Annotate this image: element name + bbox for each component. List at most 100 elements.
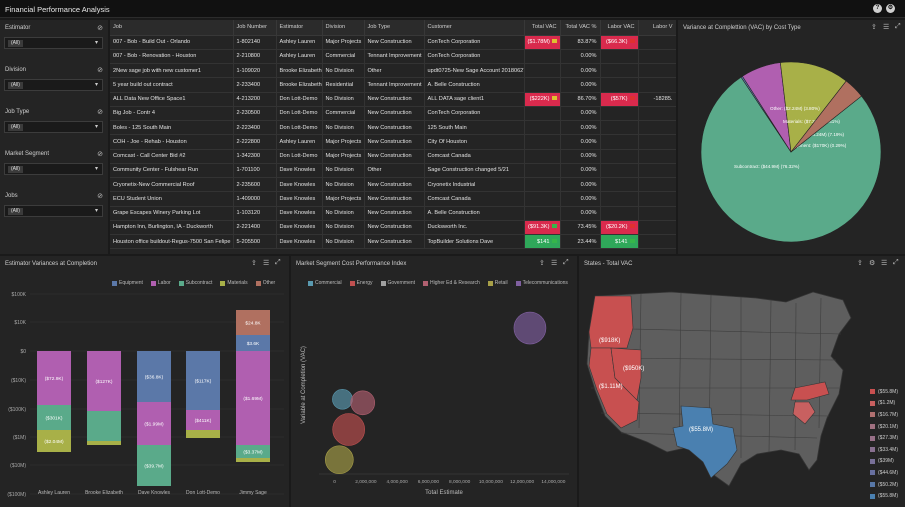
table-row[interactable]: Hampton Inn, Burlington, IA - Duckworth 2… — [110, 220, 676, 236]
filter-select[interactable]: (All) ▾ — [4, 79, 103, 91]
map-legend-item[interactable]: ($44.6M) — [870, 467, 902, 479]
column-header[interactable]: Job Type — [364, 20, 425, 36]
table-row[interactable]: ALL Data New Office Space1 4-213200 Don Lo… — [110, 92, 676, 107]
clear-filter-icon[interactable]: ⊘ — [97, 25, 103, 32]
chevron-down-icon[interactable]: ▾ — [94, 166, 98, 172]
bar-segment[interactable] — [87, 441, 121, 445]
filter-chip[interactable]: (All) — [8, 166, 23, 173]
column-header[interactable]: Division — [322, 20, 365, 36]
chevron-down-icon[interactable]: ▾ — [94, 40, 98, 46]
filter-chip[interactable]: (All) — [8, 82, 23, 89]
table-row[interactable]: 007 - Bob - Build Out - Orlando 1-802140 A… — [110, 35, 676, 50]
table-row[interactable]: 2New sage job with new customer1 1-109020… — [110, 63, 676, 79]
clear-filter-icon[interactable]: ⊘ — [97, 193, 103, 200]
table-row[interactable]: Cryonetix-New Commercial Roof 2-235600 Dav… — [110, 177, 676, 193]
bar-segment[interactable] — [186, 410, 220, 430]
map-legend-item[interactable]: ($39M) — [870, 456, 902, 468]
bar-segment[interactable] — [236, 310, 270, 335]
bar-segment[interactable] — [137, 445, 171, 486]
bar-segment[interactable] — [137, 402, 171, 445]
pie-slice[interactable] — [790, 80, 862, 153]
bar-segment[interactable] — [186, 430, 220, 438]
legend-item[interactable]: Commercial — [308, 280, 342, 286]
clear-filter-icon[interactable]: ⊘ — [97, 151, 103, 158]
scatter-point[interactable] — [332, 413, 365, 446]
bar-segment[interactable] — [186, 351, 220, 410]
export-icon[interactable]: ⇪ — [539, 260, 545, 267]
table-row[interactable]: COH - Joe - Rehab - Houston 2-222800 Ashle… — [110, 134, 676, 150]
settings-icon[interactable]: ⚙ — [886, 4, 895, 13]
gear-icon[interactable]: ⚙ — [869, 260, 876, 267]
legend-item[interactable]: Equipment — [112, 280, 143, 286]
map-legend-item[interactable]: ($55.8M) — [870, 490, 902, 502]
bar-segment[interactable] — [37, 351, 71, 405]
bar-segment[interactable] — [137, 351, 171, 402]
column-header[interactable]: Estimator — [276, 20, 323, 36]
expand-icon[interactable]: ⤢ — [563, 259, 569, 266]
map-legend-item[interactable]: ($27.3M) — [870, 432, 902, 444]
column-header[interactable]: Labor V — [638, 20, 676, 36]
column-header[interactable]: Total VAC % — [560, 20, 601, 36]
filter-icon[interactable]: ☰ — [883, 24, 890, 31]
filter-icon[interactable]: ☰ — [881, 260, 888, 267]
filter-select[interactable]: (All) ▾ — [4, 121, 103, 133]
bar-segment[interactable] — [236, 351, 270, 445]
bar-segment[interactable] — [87, 411, 121, 441]
legend-item[interactable]: Telecommunications — [515, 280, 568, 286]
legend-item[interactable]: Other — [255, 280, 275, 286]
map-legend-item[interactable]: ($55.8M) — [870, 386, 902, 398]
bar-segment[interactable] — [37, 405, 71, 430]
bar-segment[interactable] — [236, 458, 270, 462]
table-row[interactable]: 5 year build out contract 2-233400 Brooke … — [110, 77, 676, 93]
export-icon[interactable]: ⇪ — [857, 260, 863, 267]
legend-item[interactable]: Government — [380, 280, 415, 286]
column-header[interactable]: Labor VAC — [600, 20, 639, 36]
column-header[interactable]: Job — [110, 20, 234, 36]
table-row[interactable]: Community Center - Fulshear Run 1-701100 D… — [110, 163, 676, 179]
table-row[interactable]: Comcast - Call Center Bid #2 1-342300 Don … — [110, 149, 676, 164]
bar-segment[interactable] — [87, 351, 121, 411]
table-row[interactable]: Boles - 125 South Main 2-223400 Don Lott-D… — [110, 120, 676, 136]
table-row[interactable]: 007 - Bob - Renovation - Houston 2-210800… — [110, 49, 676, 65]
filter-select[interactable]: (All) ▾ — [4, 37, 103, 49]
map-legend-item[interactable]: ($33.4M) — [870, 444, 902, 456]
help-icon[interactable]: ? — [873, 4, 882, 13]
map-legend-item[interactable]: ($20.1M) — [870, 421, 902, 433]
bar-segment[interactable] — [236, 445, 270, 458]
scatter-point[interactable] — [350, 390, 376, 416]
clear-filter-icon[interactable]: ⊘ — [97, 67, 103, 74]
table-row[interactable]: Houston office buildout-Regus-7500 San F… — [110, 234, 676, 250]
state-south-carolina[interactable] — [792, 401, 816, 425]
legend-item[interactable]: Subcontract — [178, 280, 212, 286]
state-oregon-washington[interactable] — [588, 295, 634, 349]
map-legend-item[interactable]: ($1.2M) — [870, 398, 902, 410]
filter-chip[interactable]: (All) — [8, 208, 23, 215]
pie-slice[interactable] — [700, 76, 882, 243]
map-legend-item[interactable]: ($50.2M) — [870, 479, 902, 491]
legend-item[interactable]: Materials — [220, 280, 248, 286]
legend-item[interactable]: Energy — [349, 280, 373, 286]
map-legend-item[interactable]: ($16.7M) — [870, 409, 902, 421]
expand-icon[interactable]: ⤢ — [895, 23, 901, 30]
chevron-down-icon[interactable]: ▾ — [94, 208, 98, 214]
column-header[interactable]: Job Number — [233, 20, 277, 36]
state-north-carolina[interactable] — [790, 381, 830, 401]
scatter-point[interactable] — [332, 388, 353, 410]
filter-chip[interactable]: (All) — [8, 40, 23, 47]
column-header[interactable]: Total VAC — [524, 20, 561, 36]
table-row[interactable]: Grape Escapes Winery Parking Lot 1-103120… — [110, 206, 676, 221]
chevron-down-icon[interactable]: ▾ — [94, 82, 98, 88]
filter-icon[interactable]: ☰ — [551, 260, 558, 267]
export-icon[interactable]: ⇪ — [251, 260, 257, 267]
column-header[interactable]: Customer — [424, 20, 525, 36]
filter-select[interactable]: (All) ▾ — [4, 163, 103, 175]
legend-item[interactable]: Higher Ed & Research — [423, 280, 480, 286]
export-icon[interactable]: ⇪ — [871, 24, 877, 31]
expand-icon[interactable]: ⤢ — [275, 259, 281, 266]
table-row[interactable]: Big Job - Contr 4 2-230500 Don Lott-Demo Co… — [110, 106, 676, 122]
scatter-point[interactable] — [325, 445, 354, 475]
filter-select[interactable]: (All) ▾ — [4, 205, 103, 217]
state-nevada[interactable] — [610, 347, 642, 401]
table-row[interactable]: ECU Student Union 1-409000 Dave Knowles Maj… — [110, 191, 676, 207]
chevron-down-icon[interactable]: ▾ — [94, 124, 98, 130]
